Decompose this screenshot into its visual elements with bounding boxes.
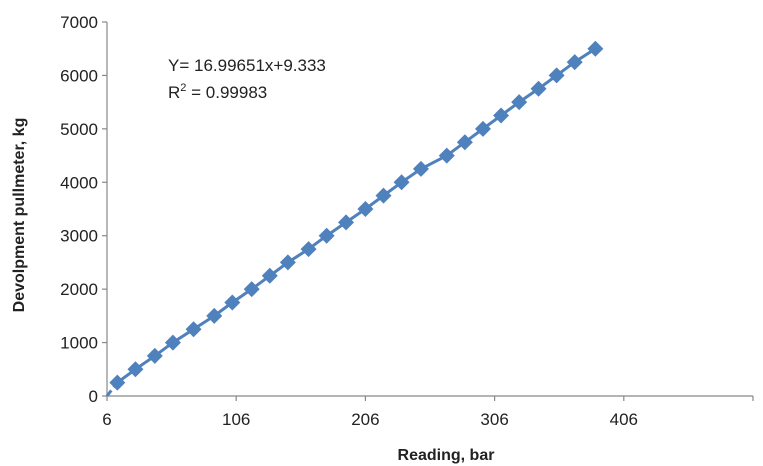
y-tick-labels: 0 1000 2000 3000 4000 5000 6000 7000 xyxy=(60,13,98,406)
r-squared-r: R xyxy=(168,83,180,102)
data-point xyxy=(412,160,429,177)
data-point xyxy=(206,307,223,324)
y-tick-label: 1000 xyxy=(60,334,98,353)
y-tick-label: 4000 xyxy=(60,173,98,192)
data-point xyxy=(109,374,126,391)
x-tick-label: 306 xyxy=(480,410,508,429)
x-tick-label: 206 xyxy=(351,410,379,429)
data-point xyxy=(224,294,241,311)
regression-equation: Y= 16.99651x+9.333 xyxy=(168,56,326,75)
data-point xyxy=(261,267,278,284)
r-squared-superscript: 2 xyxy=(180,82,186,94)
x-tick-label: 406 xyxy=(610,410,638,429)
data-point xyxy=(300,241,317,258)
data-point xyxy=(338,214,355,231)
y-tick-marks xyxy=(102,21,107,397)
data-point xyxy=(279,254,296,271)
plot-area xyxy=(105,40,604,397)
data-point xyxy=(127,361,144,378)
data-point xyxy=(243,281,260,298)
y-tick-label: 7000 xyxy=(60,13,98,32)
y-tick-label: 6000 xyxy=(60,66,98,85)
x-tick-marks xyxy=(106,396,754,401)
data-point xyxy=(456,134,473,151)
data-point xyxy=(566,54,583,71)
data-point xyxy=(548,67,565,84)
r-squared-value: = 0.99983 xyxy=(186,83,267,102)
data-point xyxy=(318,227,335,244)
data-point xyxy=(474,120,491,137)
y-axis-title: Devolpment pullmeter, kg xyxy=(11,118,28,313)
x-tick-label: 106 xyxy=(222,410,250,429)
y-tick-label: 5000 xyxy=(60,120,98,139)
data-point xyxy=(511,94,528,111)
data-point xyxy=(393,174,410,191)
r-squared-label: R2 = 0.99983 xyxy=(168,82,267,102)
data-point xyxy=(530,80,547,97)
data-point xyxy=(164,334,181,351)
data-point xyxy=(185,321,202,338)
data-point xyxy=(438,147,455,164)
x-axis-title: Reading, bar xyxy=(398,447,495,464)
y-tick-label: 3000 xyxy=(60,227,98,246)
data-point xyxy=(493,107,510,124)
data-point xyxy=(146,347,163,364)
x-tick-labels: 6 106 206 306 406 xyxy=(102,410,638,429)
x-tick-label: 6 xyxy=(102,410,111,429)
data-point xyxy=(375,187,392,204)
y-tick-label: 2000 xyxy=(60,280,98,299)
data-point xyxy=(357,201,374,217)
y-tick-label: 0 xyxy=(89,387,98,406)
data-point xyxy=(587,40,604,57)
